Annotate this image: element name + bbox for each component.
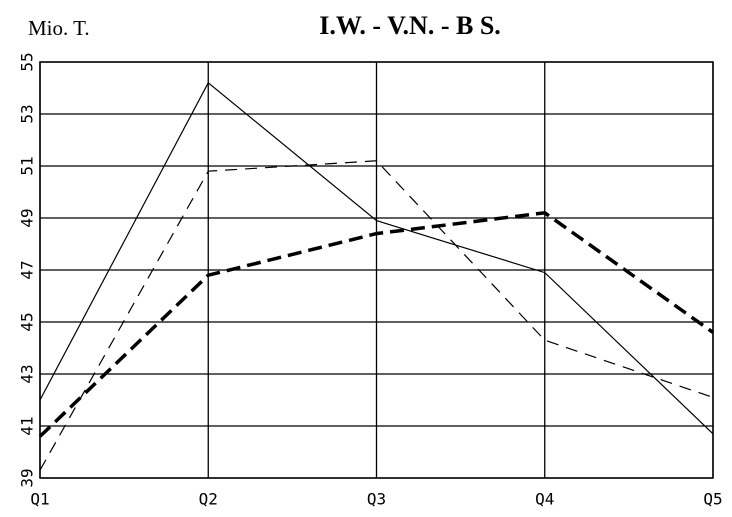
y-axis-unit: Mio. T. <box>28 16 90 40</box>
y-tick-label: 43 <box>18 364 37 383</box>
y-tick-label: 53 <box>18 104 37 123</box>
plot-frame <box>39 61 714 479</box>
data-line <box>39 81 714 435</box>
chart-title: I.W. - V.N. - B S. <box>319 11 501 40</box>
x-tick-label: Q4 <box>535 490 554 509</box>
x-tick-label: Q3 <box>367 490 386 509</box>
y-tick-label: 39 <box>18 468 37 487</box>
x-tick-label: Q5 <box>703 490 722 509</box>
y-tick-label: 51 <box>18 156 37 175</box>
y-tick-label: 45 <box>18 312 37 331</box>
y-tick-label: 47 <box>18 260 37 279</box>
y-tick-label: 49 <box>18 208 37 227</box>
x-tick-label: Q1 <box>30 490 49 509</box>
y-tick-label: 41 <box>18 416 37 435</box>
y-tick-label: 55 <box>18 52 37 71</box>
data-line <box>39 160 714 471</box>
x-tick-label: Q2 <box>199 490 218 509</box>
data-line <box>38 210 715 438</box>
